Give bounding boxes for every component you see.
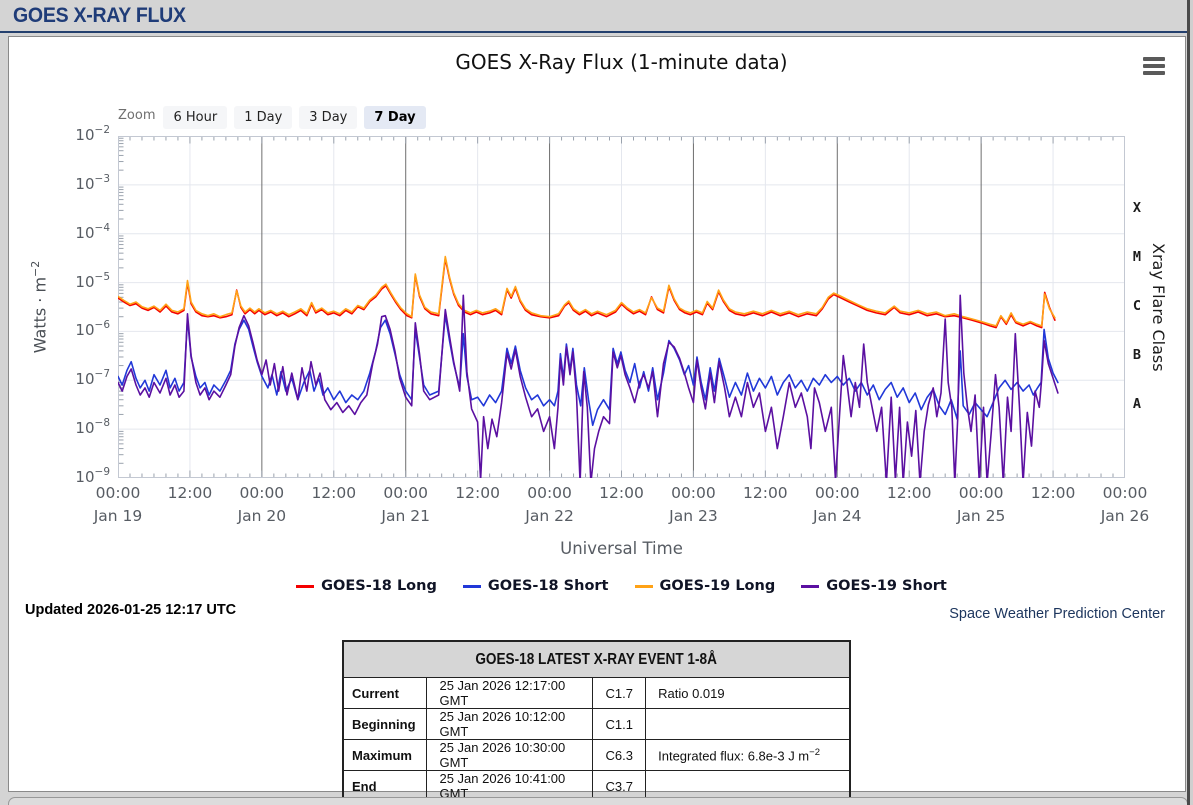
x-tick-date: Jan 23 bbox=[669, 507, 718, 525]
x-tick-date: Jan 24 bbox=[813, 507, 862, 525]
x-tick-date: Jan 21 bbox=[381, 507, 430, 525]
event-table-row: Maximum 25 Jan 2026 10:30:00 GMT C6.3 Integ… bbox=[342, 739, 851, 771]
flare-class-label: M bbox=[1132, 249, 1142, 266]
chart-legend: GOES-18 Long GOES-18 Short GOES-19 Long GOE… bbox=[118, 578, 1125, 594]
x-tick-time: 00:00 bbox=[527, 484, 572, 502]
y-tick-label: 10−9 bbox=[75, 466, 110, 486]
zoom-range-button-6-hour[interactable]: 6 Hour bbox=[163, 105, 228, 129]
y-tick-label: 10−8 bbox=[75, 417, 110, 438]
legend-item-goes-19-short[interactable]: GOES-19 Short bbox=[801, 578, 947, 594]
legend-color-dash bbox=[801, 584, 820, 588]
event-table-row: Current 25 Jan 2026 12:17:00 GMT C1.7 Ratio… bbox=[342, 677, 851, 709]
x-tick-time: 12:00 bbox=[455, 484, 500, 502]
flare-class-label: A bbox=[1132, 395, 1142, 412]
legend-label: GOES-18 Short bbox=[487, 578, 609, 594]
x-tick-date: Jan 20 bbox=[237, 507, 287, 525]
x-tick-time: 00:00 bbox=[383, 484, 429, 502]
window-right-edge bbox=[1187, 0, 1190, 805]
x-tick-time: 00:00 bbox=[239, 484, 285, 502]
event-table-row: Beginning 25 Jan 2026 10:12:00 GMT C1.1 bbox=[342, 708, 851, 740]
event-row-label: Beginning bbox=[342, 708, 428, 740]
zoom-range-button-7-day[interactable]: 7 Day bbox=[364, 105, 426, 129]
event-row-info: Integrated flux: 6.8e-3 J m−2 bbox=[645, 739, 851, 771]
table-title-cell: GOES-18 LATEST X-RAY EVENT 1-8Å bbox=[342, 640, 851, 678]
flare-class-label: X bbox=[1132, 200, 1142, 217]
legend-color-dash bbox=[462, 584, 481, 588]
x-tick-time: 12:00 bbox=[743, 484, 788, 502]
x-tick-time: 12:00 bbox=[886, 484, 932, 502]
menu-bar bbox=[1143, 64, 1165, 68]
legend-item-goes-18-long[interactable]: GOES-18 Long bbox=[296, 578, 437, 594]
credit-text: Space Weather Prediction Center bbox=[949, 606, 1165, 622]
event-row-label: Maximum bbox=[342, 739, 428, 771]
zoom-label: Zoom bbox=[118, 107, 156, 123]
event-row-time: 25 Jan 2026 12:17:00 GMT bbox=[426, 677, 594, 709]
x-tick-date: Jan 25 bbox=[956, 507, 1006, 525]
event-row-class: C1.7 bbox=[592, 677, 647, 709]
y-tick-label: 10−7 bbox=[75, 368, 110, 389]
table-header-row: GOES-18 LATEST X-RAY EVENT 1-8Å bbox=[342, 640, 851, 678]
series-goes-19-short bbox=[118, 294, 1059, 478]
widget-header-bar: GOES X-RAY FLUX bbox=[0, 0, 1193, 31]
zoom-range-button-1-day[interactable]: 1 Day bbox=[234, 105, 293, 129]
event-row-info bbox=[645, 708, 851, 740]
y-tick-label: 10−3 bbox=[75, 172, 110, 193]
y-tick-label: 10−4 bbox=[75, 221, 110, 242]
x-tick-date: Jan 26 bbox=[1100, 507, 1150, 525]
widget-title: GOES X-RAY FLUX bbox=[13, 4, 186, 27]
legend-color-dash bbox=[634, 584, 653, 588]
y-tick-label: 10−5 bbox=[75, 270, 110, 291]
series-goes-18-long bbox=[118, 257, 1056, 329]
legend-item-goes-18-short[interactable]: GOES-18 Short bbox=[462, 578, 609, 594]
menu-bar bbox=[1143, 57, 1165, 61]
event-row-class: C1.1 bbox=[592, 708, 647, 740]
x-tick-time: 00:00 bbox=[1102, 484, 1148, 502]
legend-label: GOES-18 Long bbox=[321, 578, 437, 594]
next-section-edge[interactable] bbox=[8, 797, 1188, 805]
menu-bar bbox=[1143, 71, 1165, 75]
plot-area[interactable] bbox=[118, 136, 1125, 478]
plot-frame bbox=[118, 136, 1125, 478]
series-goes-19-long bbox=[118, 255, 1056, 327]
event-row-time: 25 Jan 2026 10:12:00 GMT bbox=[426, 708, 594, 740]
x-axis-title: Universal Time bbox=[560, 539, 683, 558]
zoom-controls: Zoom 6 Hour 1 Day 3 Day 7 Day bbox=[118, 103, 433, 129]
legend-label: GOES-19 Short bbox=[826, 578, 947, 594]
x-tick-date: Jan 22 bbox=[525, 507, 574, 525]
x-tick-time: 12:00 bbox=[1030, 484, 1076, 502]
right-axis-title: Xray Flare Class bbox=[1149, 242, 1168, 372]
updated-timestamp: Updated 2026-01-25 12:17 UTC bbox=[25, 602, 237, 618]
y-tick-label: 10−6 bbox=[75, 319, 110, 340]
event-row-time: 25 Jan 2026 10:30:00 GMT bbox=[426, 739, 594, 771]
event-row-class: C6.3 bbox=[592, 739, 647, 771]
y-axis-title: Watts · m−2 bbox=[29, 260, 50, 354]
flare-class-label: C bbox=[1132, 298, 1142, 314]
x-tick-time: 12:00 bbox=[311, 484, 357, 502]
x-tick-time: 00:00 bbox=[671, 484, 716, 502]
x-tick-time: 12:00 bbox=[599, 484, 644, 502]
legend-label: GOES-19 Long bbox=[659, 578, 776, 594]
x-tick-date: Jan 19 bbox=[93, 507, 143, 525]
flare-class-label: B bbox=[1132, 346, 1142, 363]
event-row-label: Current bbox=[342, 677, 428, 709]
window-right-edge-light bbox=[1190, 0, 1193, 805]
x-tick-time: 12:00 bbox=[167, 484, 213, 502]
table-title: GOES-18 LATEST X-RAY EVENT 1-8Å bbox=[475, 650, 718, 668]
chart-menu-icon[interactable] bbox=[1143, 57, 1167, 77]
x-tick-time: 00:00 bbox=[814, 484, 860, 502]
zoom-range-button-3-day[interactable]: 3 Day bbox=[299, 105, 358, 129]
header-divider bbox=[0, 31, 1193, 33]
event-row-info: Ratio 0.019 bbox=[645, 677, 851, 709]
latest-xray-event-table: GOES-18 LATEST X-RAY EVENT 1-8Å Current 2… bbox=[342, 640, 851, 803]
chart-title: GOES X-Ray Flux (1-minute data) bbox=[455, 50, 788, 74]
x-tick-time: 00:00 bbox=[958, 484, 1004, 502]
legend-item-goes-19-long[interactable]: GOES-19 Long bbox=[634, 578, 776, 594]
x-tick-time: 00:00 bbox=[95, 484, 141, 502]
legend-color-dash bbox=[296, 584, 315, 588]
y-tick-label: 10−2 bbox=[75, 124, 110, 144]
